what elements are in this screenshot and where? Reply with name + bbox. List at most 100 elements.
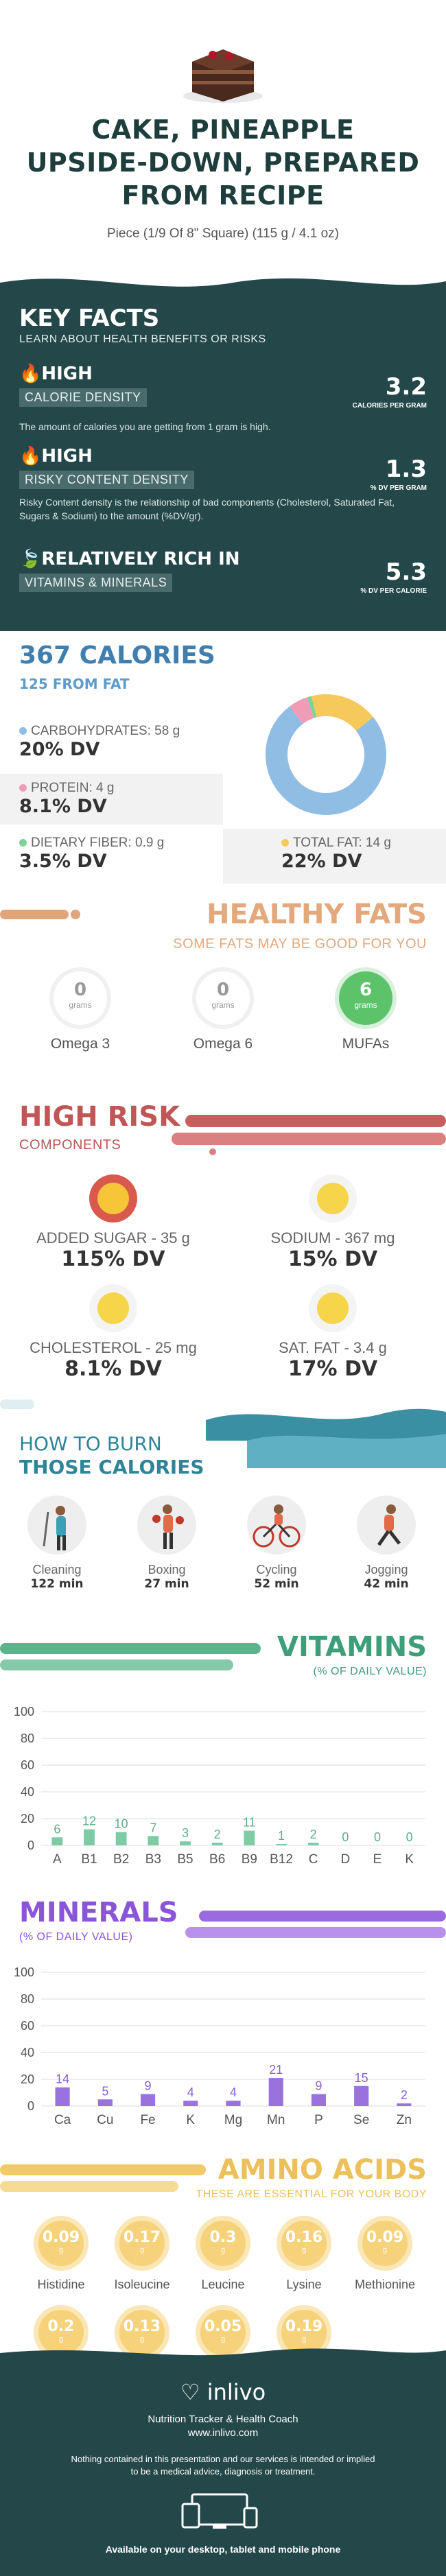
website-link[interactable]: www.inlivo.com bbox=[187, 2427, 259, 2439]
bar-value-label: 6 bbox=[54, 1822, 60, 1836]
donut-slice bbox=[311, 694, 373, 731]
amino-value-circle: 0.17 g bbox=[115, 2216, 169, 2271]
bar-value-label: 11 bbox=[243, 1816, 256, 1830]
flame-icon: 🔥 bbox=[19, 446, 42, 466]
amino-acid-item: 0.3 g Leucine bbox=[185, 2216, 261, 2292]
key-fact-unit: % DV PER CALORIE bbox=[360, 587, 427, 595]
bar-value-label: 9 bbox=[145, 2079, 152, 2092]
x-tick-label: Ca bbox=[54, 2113, 71, 2127]
wave-divider bbox=[0, 2348, 446, 2364]
amino-value-circle: 0.13 g bbox=[115, 2305, 169, 2360]
x-tick-label: Fe bbox=[140, 2113, 155, 2127]
nutrient-label: PROTEIN: 4 g bbox=[31, 781, 115, 795]
x-tick-label: E bbox=[373, 1852, 382, 1867]
bar bbox=[354, 2085, 369, 2106]
nutrient-dv: 22% DV bbox=[281, 851, 362, 872]
jogging-icon bbox=[357, 1496, 416, 1555]
title-line: UPSIDE-DOWN, PREPARED bbox=[26, 147, 420, 178]
x-tick-label: C bbox=[309, 1852, 318, 1867]
minerals-bar-chart: 0 20 40 60 80 100 14 Ca 5 Cu 9 Fe 4 K 4 Mg 21 Mn 9 P 15 Se 2 Zn bbox=[14, 1965, 425, 2127]
burn-name: Jogging bbox=[364, 1563, 408, 1576]
bar-value-label: 2 bbox=[214, 1828, 221, 1841]
fat-value: 6 bbox=[359, 980, 373, 1000]
decor-stripes bbox=[0, 1643, 261, 1670]
fat-name: Omega 3 bbox=[50, 1036, 110, 1052]
amino-unit: g bbox=[139, 2246, 145, 2254]
y-tick-label: 40 bbox=[21, 1785, 34, 1799]
serving-size: Piece (1/9 Of 8" Square) (115 g / 4.1 oz… bbox=[106, 226, 339, 241]
minerals-title: MINERALS bbox=[19, 1897, 178, 1928]
calories-subtitle: 125 FROM FAT bbox=[19, 676, 130, 692]
donut-slice bbox=[307, 696, 317, 718]
x-tick-label: Mn bbox=[267, 2113, 285, 2127]
burn-minutes: 52 min bbox=[254, 1577, 299, 1591]
bar-value-label: 14 bbox=[56, 2072, 69, 2086]
key-facts-title: KEY FACTS bbox=[19, 305, 160, 332]
bar-value-label: 2 bbox=[401, 2088, 408, 2102]
amino-value: 0.16 bbox=[285, 2229, 323, 2246]
risk-dv: 8.1% DV bbox=[64, 1357, 162, 1381]
burn-minutes: 27 min bbox=[144, 1577, 189, 1591]
disclaimer-line: to be a medical advice, diagnosis or tre… bbox=[130, 2466, 316, 2477]
legend-dot bbox=[19, 727, 27, 735]
amino-unit: g bbox=[139, 2335, 145, 2343]
x-tick-label: B5 bbox=[177, 1852, 193, 1867]
risk-label: ADDED SUGAR - 35 g bbox=[36, 1229, 190, 1246]
amino-unit: g bbox=[220, 2246, 226, 2254]
amino-title: AMINO ACIDS bbox=[218, 2154, 427, 2186]
burn-jogging: Jogging 42 min bbox=[355, 1496, 417, 1591]
burn-name: Boxing bbox=[148, 1563, 186, 1576]
bar bbox=[183, 2101, 198, 2106]
fat-value: 0 bbox=[216, 980, 230, 1000]
key-fact-unit: CALORIES PER GRAM bbox=[352, 402, 427, 410]
amino-name: Isoleucine bbox=[114, 2278, 170, 2291]
cycling-icon bbox=[247, 1496, 306, 1555]
amino-subtitle: THESE ARE ESSENTIAL FOR YOUR BODY bbox=[196, 2188, 427, 2200]
key-fact-level: 🔥HIGH bbox=[19, 364, 93, 384]
amino-acid-item: 0.17 g Isoleucine bbox=[104, 2216, 180, 2292]
nutrient-label: TOTAL FAT: 14 g bbox=[293, 836, 391, 850]
x-tick-label: Mg bbox=[224, 2113, 242, 2127]
key-fact-value: 1.3 bbox=[385, 456, 427, 483]
legend-dot bbox=[19, 839, 27, 847]
x-tick-label: B6 bbox=[209, 1852, 225, 1867]
calorie-donut-chart bbox=[266, 694, 386, 815]
key-fact-tag: CALORIE DENSITY bbox=[19, 388, 147, 407]
vitamins-title: VITAMINS bbox=[277, 1631, 427, 1663]
x-tick-label: A bbox=[53, 1852, 62, 1867]
risk-label: SAT. FAT - 3.4 g bbox=[279, 1339, 387, 1356]
key-fact-level: 🍃RELATIVELY RICH IN bbox=[19, 549, 240, 569]
x-tick-label: D bbox=[340, 1852, 350, 1867]
healthy-fats-title: HEALTHY FATS bbox=[207, 899, 427, 930]
disclaimer: Nothing contained in this presentation a… bbox=[0, 2453, 446, 2478]
risk-sodium: SODIUM - 367 mg 15% DV bbox=[233, 1174, 432, 1271]
key-fact-value: 5.3 bbox=[385, 558, 427, 586]
amino-unit: g bbox=[301, 2335, 307, 2343]
bar-value-label: 9 bbox=[315, 2079, 322, 2092]
flame-icon: 🔥 bbox=[19, 364, 42, 384]
amino-name: Lysine bbox=[286, 2278, 322, 2291]
decor-stripes bbox=[0, 2164, 206, 2192]
burn-title: HOW TO BURN THOSE CALORIES bbox=[19, 1432, 204, 1479]
key-fact-value: 3.2 bbox=[385, 373, 427, 401]
bar bbox=[226, 2101, 241, 2106]
nutrient-fat: TOTAL FAT: 14 g 22% DV bbox=[281, 836, 391, 872]
boxing-icon bbox=[137, 1496, 196, 1555]
bar-value-label: 7 bbox=[150, 1821, 156, 1834]
happy-face-icon bbox=[309, 1174, 357, 1222]
x-tick-label: K bbox=[405, 1852, 414, 1867]
legend-dot bbox=[19, 784, 27, 792]
legend-dot bbox=[281, 839, 289, 847]
bar bbox=[180, 1841, 191, 1845]
amino-value: 0.2 bbox=[47, 2318, 75, 2335]
inlivo-logo: ♡ inlivo bbox=[0, 2379, 446, 2405]
amino-unit: g bbox=[220, 2335, 226, 2343]
fat-value-circle: 6 grams bbox=[335, 967, 397, 1029]
x-tick-label: B2 bbox=[113, 1852, 129, 1867]
tagline: Nutrition Tracker & Health Coach bbox=[148, 2413, 298, 2425]
heart-icon: ♡ bbox=[180, 2379, 200, 2405]
key-fact-level: 🔥HIGH bbox=[19, 446, 93, 466]
amino-name: Histidine bbox=[37, 2278, 85, 2291]
bar bbox=[276, 1844, 287, 1845]
amino-value: 0.17 bbox=[123, 2229, 161, 2246]
